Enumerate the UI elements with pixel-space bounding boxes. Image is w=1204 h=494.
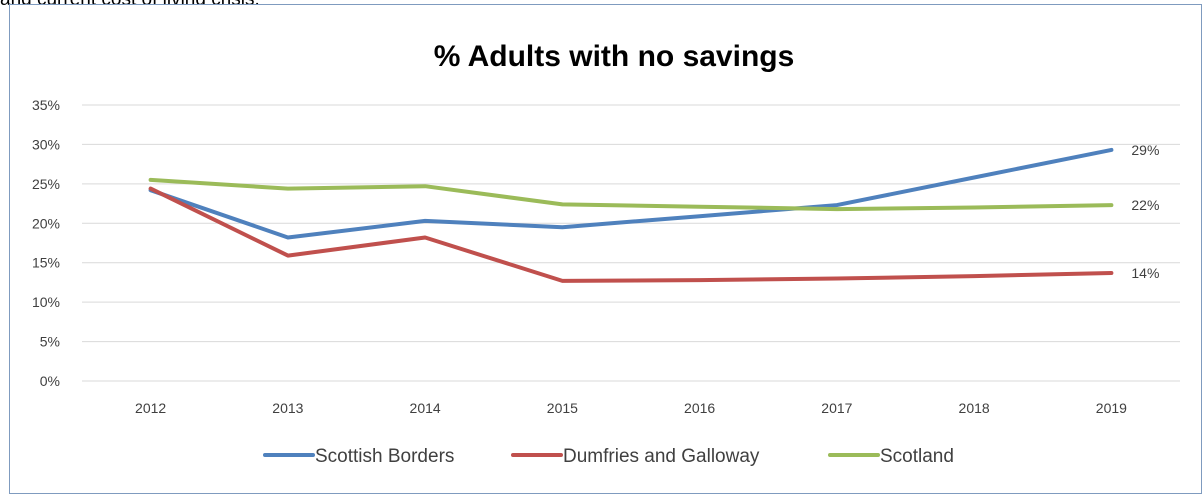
x-axis-ticks: 2012 2013 2014 2015 2016 2017 2018 2019 xyxy=(135,400,1127,416)
legend-label: Dumfries and Galloway xyxy=(563,446,760,467)
chart-frame xyxy=(9,4,1202,494)
series-line xyxy=(148,177,1114,212)
y-tick-label: 15% xyxy=(32,255,60,271)
end-data-label: 22% xyxy=(1131,197,1159,213)
x-tick-label: 2017 xyxy=(821,400,852,416)
end-data-label: 14% xyxy=(1131,265,1159,281)
chart-title: % Adults with no savings xyxy=(434,40,795,73)
x-tick-label: 2013 xyxy=(272,400,303,416)
legend-label: Scotland xyxy=(880,446,954,467)
y-tick-label: 35% xyxy=(32,97,60,113)
y-tick-label: 10% xyxy=(32,294,60,310)
line-chart: % Adults with no savings 0% 5% 10% 15% 20% 25… xyxy=(32,40,1180,467)
legend-label: Scottish Borders xyxy=(315,446,454,467)
gridlines xyxy=(82,104,1180,382)
y-tick-label: 25% xyxy=(32,176,60,192)
x-tick-label: 2016 xyxy=(684,400,715,416)
y-tick-label: 5% xyxy=(40,334,60,350)
series-lines xyxy=(148,147,1114,283)
series-line xyxy=(148,186,1114,283)
y-tick-label: 30% xyxy=(32,136,60,152)
y-tick-label: 0% xyxy=(40,373,60,389)
legend: Scottish Borders Dumfries and Galloway Sco… xyxy=(263,446,954,467)
y-tick-label: 20% xyxy=(32,215,60,231)
x-tick-label: 2018 xyxy=(959,400,990,416)
x-tick-label: 2014 xyxy=(410,400,441,416)
x-tick-label: 2015 xyxy=(547,400,578,416)
end-labels: 29% 14% 22% xyxy=(1131,142,1159,281)
end-data-label: 29% xyxy=(1131,142,1159,158)
x-tick-label: 2012 xyxy=(135,400,166,416)
y-axis-ticks: 0% 5% 10% 15% 20% 25% 30% 35% xyxy=(32,97,60,389)
x-tick-label: 2019 xyxy=(1096,400,1127,416)
series-line xyxy=(148,147,1114,240)
